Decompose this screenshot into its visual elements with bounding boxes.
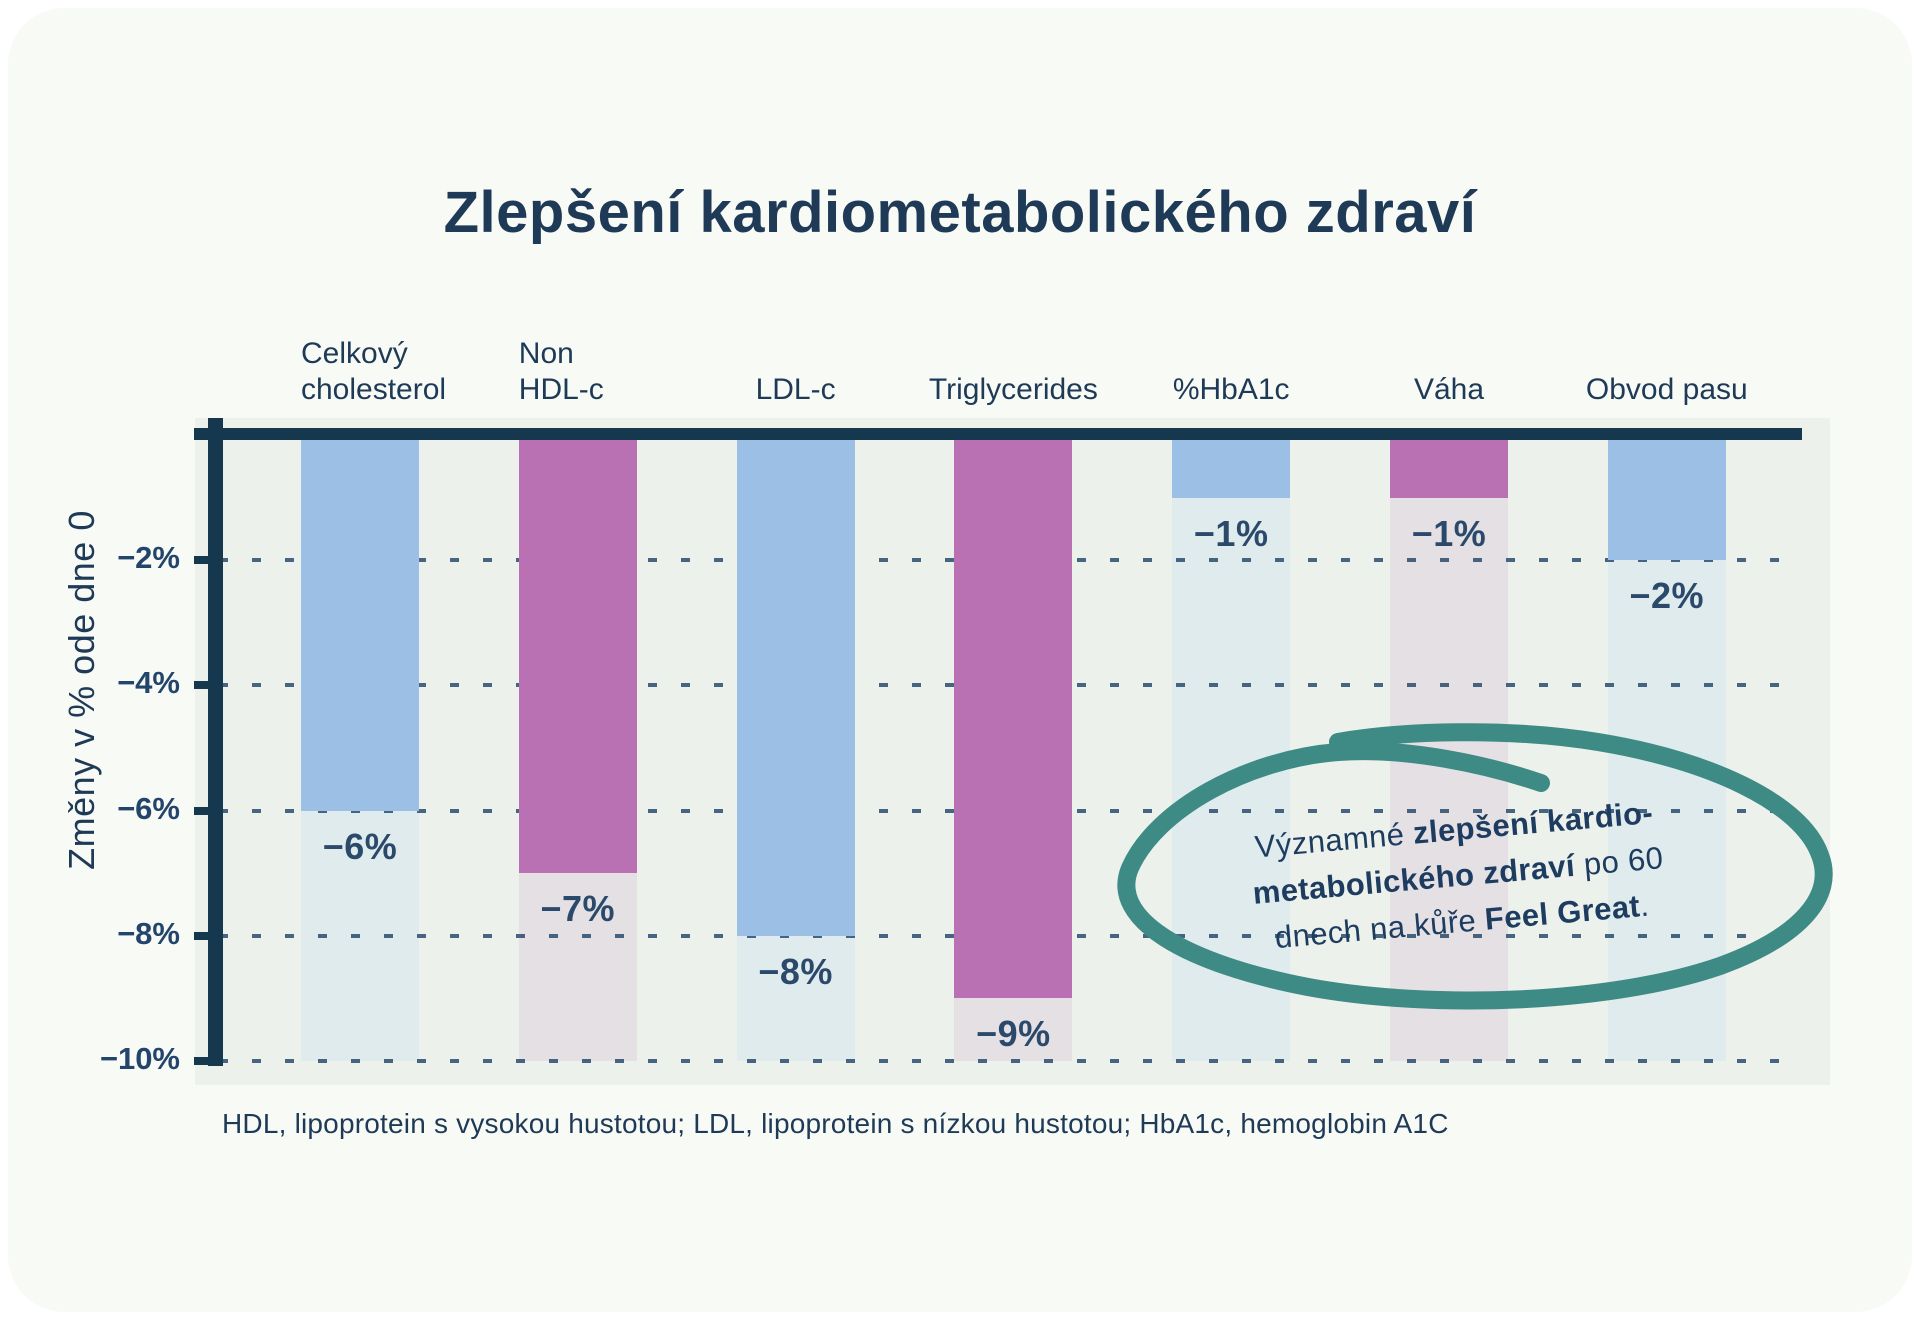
y-tick-label: −10% xyxy=(80,1041,180,1077)
col-header-5: %HbA1c xyxy=(1121,372,1341,408)
y-axis-tick xyxy=(194,1057,210,1065)
bar-track xyxy=(1172,498,1290,1061)
y-axis-tick xyxy=(194,932,210,940)
col-header-line: Váha xyxy=(1339,372,1559,408)
chart-title: Zlepšení kardiometabolického zdraví xyxy=(8,179,1912,246)
bar xyxy=(1390,432,1508,498)
col-header-line: %HbA1c xyxy=(1121,372,1341,408)
gridline xyxy=(219,1059,1797,1063)
col-header-line: Obvod pasu xyxy=(1557,372,1777,408)
y-axis-tick xyxy=(194,807,210,815)
bar xyxy=(1172,432,1290,498)
bar-value-label: −6% xyxy=(280,826,440,868)
col-header-line: cholesterol xyxy=(301,372,511,408)
bar-value-label: −2% xyxy=(1587,575,1747,617)
col-header-line: Non xyxy=(519,336,729,372)
col-header-6: Váha xyxy=(1339,372,1559,408)
footnote: HDL, lipoprotein s vysokou hustotou; LDL… xyxy=(222,1108,1449,1140)
bar-value-label: −7% xyxy=(498,888,658,930)
y-tick-label: −6% xyxy=(80,791,180,827)
bar-value-label: −8% xyxy=(716,951,876,993)
bar-value-label: −1% xyxy=(1369,513,1529,555)
bar xyxy=(1608,432,1726,560)
bar xyxy=(737,432,855,936)
col-header-line: Celkový xyxy=(301,336,511,372)
bar-value-label: −1% xyxy=(1151,513,1311,555)
col-header-7: Obvod pasu xyxy=(1557,372,1777,408)
y-tick-label: −4% xyxy=(80,665,180,701)
col-header-line: Triglycerides xyxy=(903,372,1123,408)
col-header-3: LDL-c xyxy=(686,372,906,408)
y-tick-label: −2% xyxy=(80,540,180,576)
infographic-card: Zlepšení kardiometabolického zdraví Změn… xyxy=(8,8,1912,1312)
bar-value-label: −9% xyxy=(933,1013,1093,1055)
y-axis-tick xyxy=(194,681,210,689)
bar xyxy=(954,432,1072,998)
bar-track xyxy=(1390,498,1508,1061)
col-header-4: Triglycerides xyxy=(903,372,1123,408)
y-axis-line xyxy=(208,418,223,1066)
bar xyxy=(519,432,637,873)
y-tick-label: −8% xyxy=(80,916,180,952)
bar xyxy=(301,432,419,811)
x-axis-baseline xyxy=(194,428,1802,440)
col-header-line: LDL-c xyxy=(686,372,906,408)
y-axis-tick xyxy=(194,556,210,564)
